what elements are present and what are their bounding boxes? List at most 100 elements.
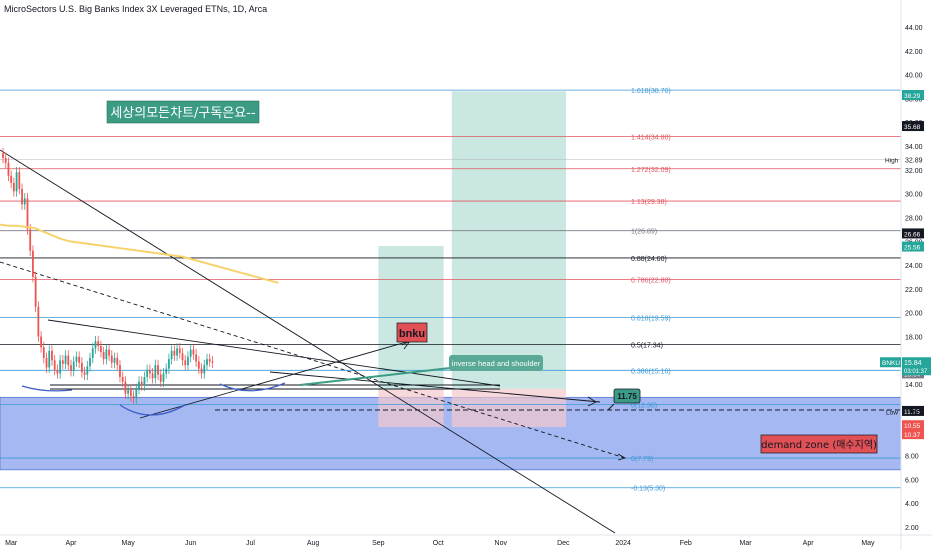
- candle-body: [53, 360, 56, 370]
- price-badge: [902, 89, 924, 100]
- x-tick-label: Apr: [803, 540, 815, 547]
- candle-body: [108, 349, 110, 356]
- candle-body: [105, 349, 108, 360]
- candle-body: [21, 188, 23, 205]
- trendline: [47, 319, 501, 387]
- candle-body: [37, 306, 40, 337]
- y-tick-label: 32.00: [905, 168, 923, 175]
- x-tick-label: Jul: [246, 540, 255, 547]
- fib-level-label: 0.786(22.80): [631, 277, 671, 284]
- x-tick-label: May: [122, 540, 136, 547]
- projection-box1-stop: [378, 388, 444, 427]
- candle-body: [100, 346, 102, 352]
- candle-body: [157, 365, 159, 375]
- pattern-label-box: [449, 355, 543, 371]
- y-tick-label: 6.00: [905, 477, 919, 484]
- price-badge-label: 10.55: [904, 423, 921, 430]
- trendline: [269, 371, 601, 403]
- price-badge-label: 25.56: [904, 245, 921, 252]
- price-badge: [902, 420, 924, 431]
- price-badge: [902, 121, 924, 132]
- projection-box2-target: [451, 91, 567, 389]
- candle-body: [154, 365, 157, 379]
- candle-body: [116, 357, 119, 366]
- candle-body: [94, 341, 97, 349]
- fib-level-label: 1.272(32.09): [631, 167, 671, 174]
- candle-body: [127, 390, 130, 394]
- candle-body: [132, 396, 135, 399]
- moving-average-layer: [0, 223, 279, 284]
- candle-body: [135, 388, 138, 399]
- y-axis-background: [901, 0, 932, 550]
- ticker-box: [396, 322, 428, 343]
- y-tick-label: 28.00: [905, 215, 923, 222]
- korean-banner-box: [106, 100, 260, 124]
- high-marker-price: 32.89: [905, 157, 923, 164]
- candle-body: [26, 198, 29, 230]
- candle-body: [80, 362, 83, 373]
- high-marker-label: High: [885, 157, 899, 164]
- annotations-layer: 세상의모든차트/구독은요-- bnku inverse head and shoul…: [106, 100, 878, 454]
- fibonacci-levels-layer: 1.618(38.70) 1.414(34.80) 1.272(32.09) 1.13…: [0, 88, 901, 493]
- y-tick-label: 20.00: [905, 311, 923, 318]
- trendlines-layer: [0, 149, 902, 534]
- candle-body: [165, 368, 168, 374]
- y-tick-label: 44.00: [905, 25, 923, 32]
- candle-body: [170, 350, 173, 360]
- candle-body: [203, 365, 206, 374]
- fib-level-label: 0.386(15.16): [631, 368, 671, 375]
- candle-body: [78, 356, 81, 363]
- price-badge-label: 26.66: [904, 231, 921, 238]
- y-tick-label: 34.00: [905, 144, 923, 151]
- candle-body: [189, 349, 192, 357]
- last-price-value: 15.84: [904, 360, 922, 367]
- candle-body: [200, 368, 203, 374]
- candle-body: [83, 372, 86, 375]
- x-axis[interactable]: Mar Apr May Jun Jul Aug Sep Oct Nov Dec 2024 Feb Mar…: [0, 534, 932, 547]
- candle-body: [184, 360, 187, 366]
- candle-body: [151, 373, 154, 379]
- candle-body: [140, 381, 143, 386]
- candle-body: [34, 277, 37, 307]
- arrowhead: [617, 453, 627, 461]
- shoulder-curve: [119, 404, 186, 416]
- x-tick-label: Feb: [680, 540, 692, 547]
- price-badge: [902, 241, 924, 252]
- y-tick-label: 42.00: [905, 49, 923, 56]
- candle-body: [168, 359, 170, 369]
- target-label-text: 11.75: [617, 392, 637, 401]
- fib-level-label: 0(7.79): [631, 456, 653, 463]
- fib-level-label: 0.618(19.59): [631, 316, 671, 323]
- x-tick-label: Dec: [557, 540, 570, 547]
- candle-body: [181, 353, 184, 361]
- candle-body: [2, 153, 4, 158]
- fib-level-label: 0(12.30): [631, 402, 657, 409]
- arrowhead: [607, 403, 615, 411]
- candle-body: [176, 348, 178, 356]
- shoulder-curve: [21, 385, 73, 392]
- last-price-countdown: 03:01:37: [904, 369, 928, 375]
- candle-body: [48, 350, 51, 368]
- candle-body: [12, 182, 15, 192]
- last-price-box: [902, 357, 931, 376]
- candle-body: [159, 374, 162, 382]
- candle-body: [91, 348, 94, 358]
- fib-level-label: 1.414(34.80): [631, 135, 671, 142]
- price-badge-label: 10.37: [904, 432, 921, 439]
- x-tick-label: Mar: [740, 540, 753, 547]
- candle-body: [7, 162, 10, 176]
- price-badge-label: 38.29: [904, 93, 921, 100]
- candle-body: [61, 360, 64, 364]
- fib-level-label: -0.13(5.30): [631, 486, 665, 493]
- candle-body: [40, 336, 42, 348]
- x-tick-label: Oct: [433, 540, 444, 547]
- fib-level-label: 0.88(24.60): [631, 256, 667, 263]
- y-axis[interactable]: 2.004.006.008.0010.0012.0014.0016.0018.0…: [880, 0, 932, 550]
- candle-body: [187, 356, 189, 366]
- price-badge-label: 11.75: [904, 409, 920, 416]
- candle-body: [75, 356, 78, 362]
- y-tick-label: 14.00: [905, 382, 923, 389]
- candle-body: [51, 350, 53, 361]
- y-tick-label: 30.00: [905, 192, 923, 199]
